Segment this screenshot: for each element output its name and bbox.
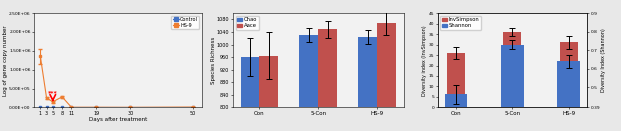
Legend: InvSimpson, Shannon: InvSimpson, Shannon xyxy=(440,16,481,30)
X-axis label: Days after treatment: Days after treatment xyxy=(89,117,147,122)
Bar xyxy=(240,57,260,131)
Y-axis label: Diversity Index (Shannon): Diversity Index (Shannon) xyxy=(601,28,606,92)
Bar xyxy=(560,42,578,107)
Bar xyxy=(503,32,522,107)
Bar xyxy=(501,45,524,131)
Legend: Chao, Aace: Chao, Aace xyxy=(235,16,259,30)
Bar xyxy=(299,35,318,131)
Bar xyxy=(260,56,278,131)
Bar xyxy=(447,53,465,107)
Y-axis label: Diversity index (InvSimpson): Diversity index (InvSimpson) xyxy=(422,25,427,96)
Bar xyxy=(445,94,467,131)
Legend: Control, HS-9: Control, HS-9 xyxy=(171,16,199,29)
Bar xyxy=(558,61,580,131)
Y-axis label: Log of gene copy number: Log of gene copy number xyxy=(2,25,7,96)
Bar xyxy=(377,23,396,131)
Y-axis label: Species Richness: Species Richness xyxy=(211,37,215,84)
Bar xyxy=(358,37,377,131)
Bar xyxy=(318,29,337,131)
Text: ***: *** xyxy=(48,90,58,95)
